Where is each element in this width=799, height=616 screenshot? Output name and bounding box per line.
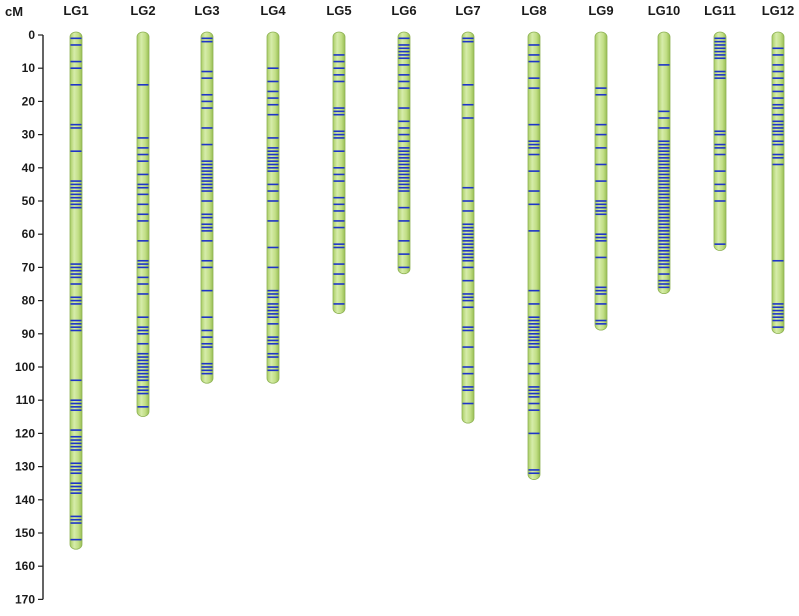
linkage-group-label: LG3 xyxy=(194,3,219,18)
linkage-group-lg10: LG10 xyxy=(648,3,681,295)
linkage-group-label: LG5 xyxy=(326,3,351,18)
linkage-group-lg9: LG9 xyxy=(588,3,614,331)
tick-label: 60 xyxy=(22,227,36,241)
axis-title: cM xyxy=(5,4,23,19)
chromosome-bar xyxy=(69,31,83,550)
tick-label: 30 xyxy=(22,128,36,142)
tick-label: 40 xyxy=(22,161,36,175)
chromosome-bar xyxy=(713,31,727,251)
linkage-group-label: LG7 xyxy=(455,3,480,18)
tick-label: 100 xyxy=(15,360,35,374)
linkage-group-label: LG6 xyxy=(391,3,416,18)
linkage-group-label: LG10 xyxy=(648,3,681,18)
chromosome-bar xyxy=(771,31,785,334)
tick-label: 20 xyxy=(22,94,36,108)
chromosome-bar xyxy=(136,31,150,417)
linkage-group-label: LG11 xyxy=(704,3,736,18)
tick-label: 90 xyxy=(22,327,36,341)
linkage-group-label: LG1 xyxy=(63,3,88,18)
tick-label: 130 xyxy=(15,460,35,474)
linkage-group-label: LG4 xyxy=(260,3,286,18)
tick-label: 150 xyxy=(15,526,35,540)
linkage-group-lg11: LG11 xyxy=(704,3,736,251)
linkage-group-lg4: LG4 xyxy=(260,3,286,384)
linkage-groups: LG1 LG2 LG3 LG4 LG5 LG6 LG7 LG8 LG9 LG10 LG11 LG12 xyxy=(63,3,795,550)
linkage-group-label: LG8 xyxy=(521,3,546,18)
tick-label: 140 xyxy=(15,493,35,507)
chromosome-bar xyxy=(527,31,541,480)
linkage-group-label: LG2 xyxy=(130,3,155,18)
tick-label: 110 xyxy=(16,393,36,407)
linkage-group-lg5: LG5 xyxy=(326,3,352,314)
tick-label: 80 xyxy=(22,294,36,308)
linkage-group-label: LG9 xyxy=(588,3,613,18)
chromosome-bar xyxy=(266,31,280,384)
linkage-group-label: LG12 xyxy=(762,3,795,18)
linkage-group-lg1: LG1 xyxy=(63,3,89,550)
chromosome-bar xyxy=(332,31,346,314)
cm-axis: 0 10 20 30 40 50 60 70 80 90 100 110 120 130 140 150 160… xyxy=(15,28,44,606)
linkage-group-lg3: LG3 xyxy=(194,3,220,384)
tick-label: 10 xyxy=(22,61,36,75)
linkage-group-lg2: LG2 xyxy=(130,3,156,417)
linkage-group-lg6: LG6 xyxy=(391,3,417,275)
tick-label: 120 xyxy=(15,426,35,440)
chromosome-bar xyxy=(397,31,411,275)
linkage-group-lg8: LG8 xyxy=(521,3,547,480)
tick-label: 0 xyxy=(28,28,35,42)
tick-label: 160 xyxy=(15,559,35,573)
tick-label: 70 xyxy=(22,260,36,274)
chromosome-bar xyxy=(200,31,214,384)
linkage-group-lg12: LG12 xyxy=(762,3,795,334)
tick-label: 50 xyxy=(22,194,36,208)
tick-label: 170 xyxy=(15,592,35,606)
linkage-group-lg7: LG7 xyxy=(455,3,481,424)
